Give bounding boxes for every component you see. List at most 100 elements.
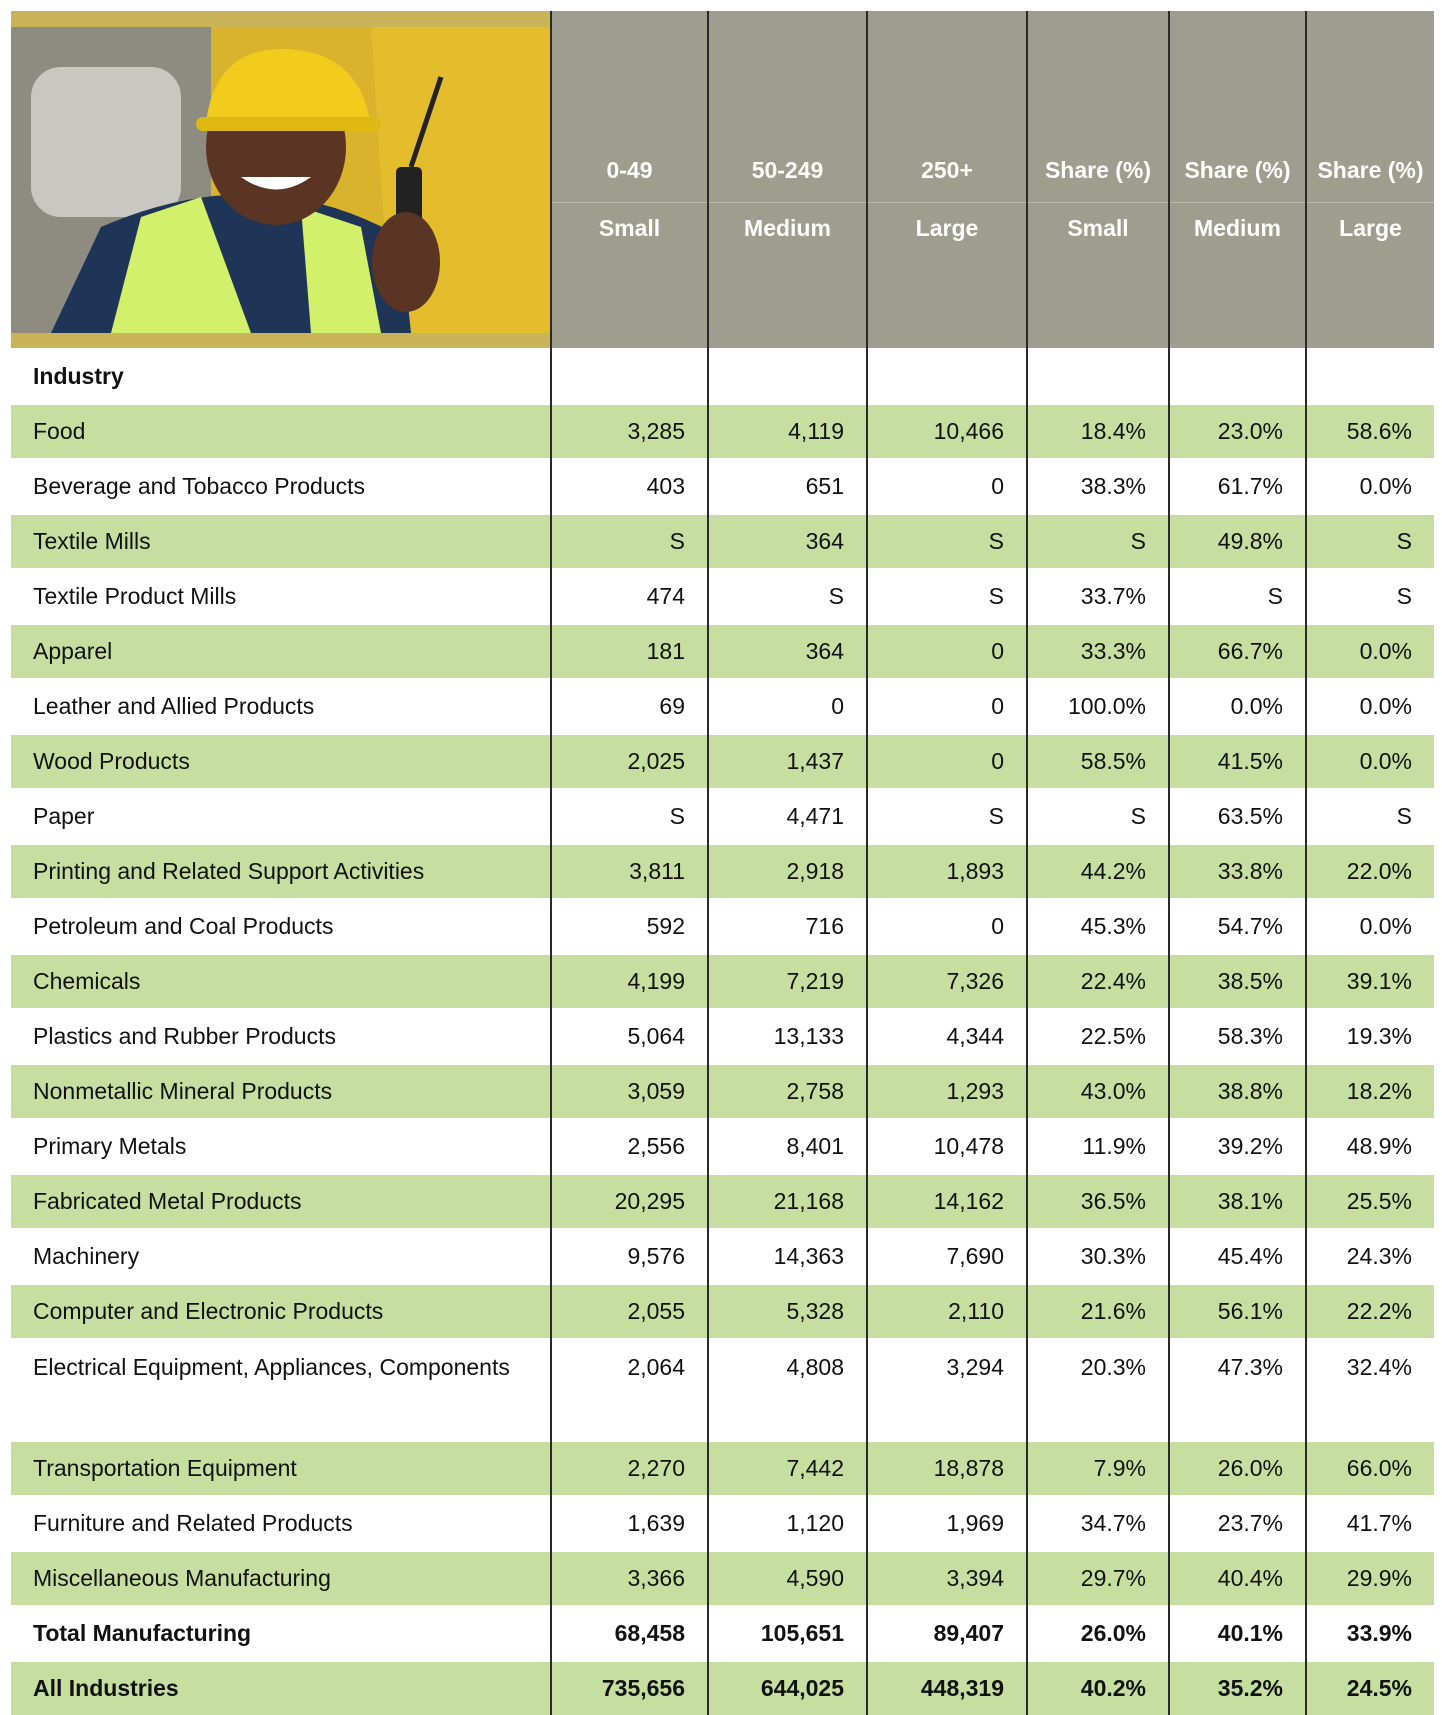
- value-cell: 49.8%: [1168, 513, 1306, 569]
- value-cell: 7,442: [707, 1440, 867, 1496]
- table-row: Wood Products 2,025 1,437 0 58.5% 41.5% 0.0%: [11, 733, 1434, 789]
- table-row: Nonmetallic Mineral Products 3,059 2,758 1,…: [11, 1063, 1434, 1119]
- value-cell: 1,893: [866, 843, 1027, 899]
- value-cell: 592: [550, 898, 708, 954]
- column-group-header: 50-249: [707, 11, 867, 203]
- value-cell: 29.9%: [1305, 1550, 1434, 1606]
- value-cell: 1,120: [707, 1495, 867, 1551]
- value-cell: 7,326: [866, 953, 1027, 1009]
- industry-name: Primary Metals: [11, 1118, 551, 1174]
- value-cell: 0: [866, 623, 1027, 679]
- value-cell: 18.2%: [1305, 1063, 1434, 1119]
- value-cell: S: [866, 568, 1027, 624]
- value-cell: 4,199: [550, 953, 708, 1009]
- empty-cell: [866, 348, 1027, 404]
- value-cell: 735,656: [550, 1660, 708, 1715]
- value-cell: 0: [866, 733, 1027, 789]
- table-row: Fabricated Metal Products 20,295 21,168 14,…: [11, 1173, 1434, 1229]
- table-row: Furniture and Related Products 1,639 1,120…: [11, 1495, 1434, 1551]
- label-row: Industry: [11, 348, 1434, 404]
- industry-name: Chemicals: [11, 953, 551, 1009]
- value-cell: 3,811: [550, 843, 708, 899]
- industry-name: Computer and Electronic Products: [11, 1283, 551, 1339]
- industry-name: Leather and Allied Products: [11, 678, 551, 734]
- industry-name: Wood Products: [11, 733, 551, 789]
- value-cell: 33.9%: [1305, 1605, 1434, 1661]
- industry-name: Machinery: [11, 1228, 551, 1284]
- value-cell: 448,319: [866, 1660, 1027, 1715]
- value-cell: 2,758: [707, 1063, 867, 1119]
- value-cell: 3,294: [866, 1338, 1027, 1441]
- value-cell: 100.0%: [1026, 678, 1169, 734]
- value-cell: 41.5%: [1168, 733, 1306, 789]
- value-cell: S: [1305, 788, 1434, 844]
- value-cell: 26.0%: [1168, 1440, 1306, 1496]
- value-cell: 7.9%: [1026, 1440, 1169, 1496]
- industry-name: Beverage and Tobacco Products: [11, 458, 551, 514]
- table-row: Food 3,285 4,119 10,466 18.4% 23.0% 58.6%: [11, 403, 1434, 459]
- empty-cell: [1305, 348, 1434, 404]
- value-cell: 7,219: [707, 953, 867, 1009]
- value-cell: 43.0%: [1026, 1063, 1169, 1119]
- value-cell: S: [707, 568, 867, 624]
- column-size-header: Medium: [707, 202, 867, 349]
- value-cell: 11.9%: [1026, 1118, 1169, 1174]
- value-cell: 2,055: [550, 1283, 708, 1339]
- column-group-header: Share (%): [1305, 11, 1434, 203]
- value-cell: 0.0%: [1305, 458, 1434, 514]
- table-row: Miscellaneous Manufacturing 3,366 4,590 3,3…: [11, 1550, 1434, 1606]
- industry-name: Fabricated Metal Products: [11, 1173, 551, 1229]
- value-cell: 58.5%: [1026, 733, 1169, 789]
- value-cell: 10,478: [866, 1118, 1027, 1174]
- value-cell: 32.4%: [1305, 1338, 1434, 1441]
- column-size-header: Medium: [1168, 202, 1306, 349]
- value-cell: 44.2%: [1026, 843, 1169, 899]
- value-cell: 18,878: [866, 1440, 1027, 1496]
- value-cell: 40.1%: [1168, 1605, 1306, 1661]
- value-cell: 3,059: [550, 1063, 708, 1119]
- value-cell: 2,556: [550, 1118, 708, 1174]
- industry-name: Paper: [11, 788, 551, 844]
- table-row: Computer and Electronic Products 2,055 5,3…: [11, 1283, 1434, 1339]
- empty-cell: [707, 348, 867, 404]
- value-cell: 4,119: [707, 403, 867, 459]
- industry-name: Total Manufacturing: [11, 1605, 551, 1661]
- table-row: Printing and Related Support Activities 3…: [11, 843, 1434, 899]
- table-row: Plastics and Rubber Products 5,064 13,133 4…: [11, 1008, 1434, 1064]
- value-cell: 3,366: [550, 1550, 708, 1606]
- value-cell: 61.7%: [1168, 458, 1306, 514]
- value-cell: 48.9%: [1305, 1118, 1434, 1174]
- value-cell: 8,401: [707, 1118, 867, 1174]
- value-cell: 36.5%: [1026, 1173, 1169, 1229]
- value-cell: 18.4%: [1026, 403, 1169, 459]
- value-cell: 14,162: [866, 1173, 1027, 1229]
- industry-name: Textile Mills: [11, 513, 551, 569]
- value-cell: 58.6%: [1305, 403, 1434, 459]
- value-cell: 0.0%: [1305, 898, 1434, 954]
- industry-name: Textile Product Mills: [11, 568, 551, 624]
- value-cell: 38.3%: [1026, 458, 1169, 514]
- value-cell: 22.4%: [1026, 953, 1169, 1009]
- table-row: All Industries 735,656 644,025 448,319 40.2%…: [11, 1660, 1434, 1715]
- column-size-header: Small: [1026, 202, 1169, 349]
- value-cell: 5,328: [707, 1283, 867, 1339]
- industry-name: Petroleum and Coal Products: [11, 898, 551, 954]
- value-cell: 23.7%: [1168, 1495, 1306, 1551]
- data-table: 0-49 50-249 250+ Share (%) Share (%) Share (%…: [11, 11, 1434, 1715]
- header-row: Small Medium Large Small Medium Large: [11, 202, 1434, 349]
- value-cell: 40.2%: [1026, 1660, 1169, 1715]
- table-row: Apparel 181 364 0 33.3% 66.7% 0.0%: [11, 623, 1434, 679]
- value-cell: 66.0%: [1305, 1440, 1434, 1496]
- value-cell: 181: [550, 623, 708, 679]
- section-label: Industry: [11, 348, 551, 404]
- value-cell: 651: [707, 458, 867, 514]
- table-row: Transportation Equipment 2,270 7,442 18,878…: [11, 1440, 1434, 1496]
- value-cell: 26.0%: [1026, 1605, 1169, 1661]
- header-row: 0-49 50-249 250+ Share (%) Share (%) Share (%…: [11, 11, 1434, 349]
- table-row: Machinery 9,576 14,363 7,690 30.3% 45.4% 24.3%: [11, 1228, 1434, 1284]
- value-cell: 30.3%: [1026, 1228, 1169, 1284]
- value-cell: S: [550, 513, 708, 569]
- table-row: Petroleum and Coal Products 592 716 0 45.3% 5…: [11, 898, 1434, 954]
- value-cell: 22.2%: [1305, 1283, 1434, 1339]
- value-cell: 1,969: [866, 1495, 1027, 1551]
